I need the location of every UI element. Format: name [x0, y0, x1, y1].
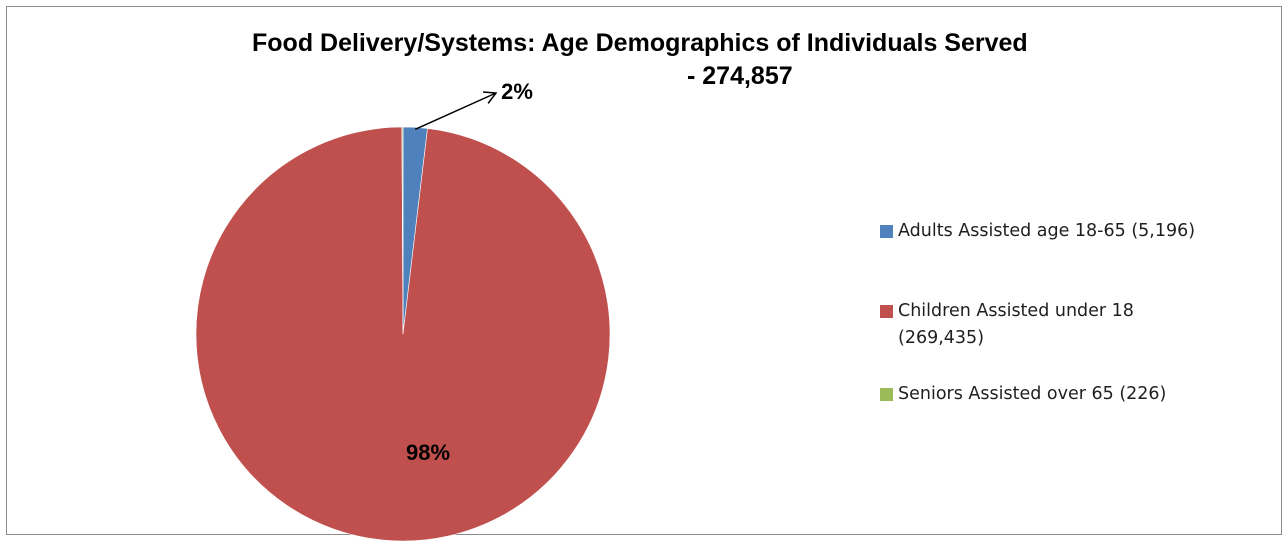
- legend-item-children: Children Assisted under 18 (269,435): [880, 298, 1280, 352]
- legend-swatch-seniors: [880, 388, 893, 401]
- data-label-0: 2%: [501, 79, 533, 104]
- leader-line-0: [414, 92, 497, 131]
- legend-swatch-adults: [880, 225, 893, 238]
- legend-label-adults: Adults Assisted age 18-65 (5,196): [898, 221, 1196, 241]
- legend-item-adults: Adults Assisted age 18-65 (5,196): [880, 218, 1280, 245]
- legend-item-seniors: Seniors Assisted over 65 (226): [880, 381, 1280, 408]
- leader-arrowhead-0: [482, 91, 498, 104]
- data-label-1: 98%: [406, 440, 450, 465]
- legend-label-seniors: Seniors Assisted over 65 (226): [898, 384, 1167, 404]
- legend-label-children: Children Assisted under 18 (269,435): [898, 301, 1134, 348]
- pie-slice-2: [401, 126, 404, 335]
- legend-swatch-children: [880, 305, 893, 318]
